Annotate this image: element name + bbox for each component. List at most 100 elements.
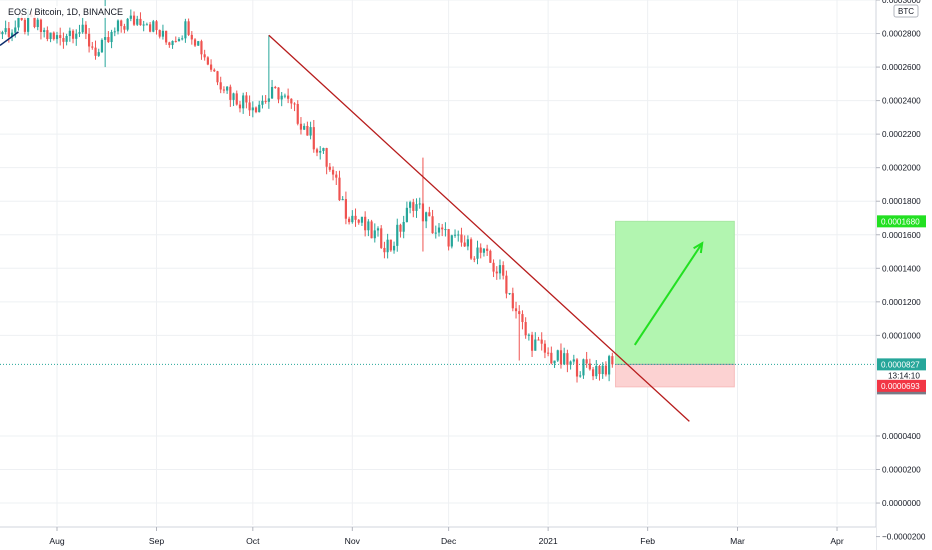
candle-body: [91, 46, 94, 48]
price-tick-label: 0.0001000: [882, 331, 921, 340]
candle-body: [524, 322, 527, 336]
candle-body: [534, 339, 537, 351]
price-badge-bg-target: [877, 215, 926, 228]
candle-body: [611, 356, 614, 365]
candle-body: [49, 32, 52, 40]
candle: [402, 215, 405, 239]
price-axis-bg: [876, 0, 932, 550]
candle-body: [1, 32, 4, 35]
candle: [280, 92, 283, 107]
candle-body: [120, 20, 123, 27]
candle: [354, 208, 357, 227]
time-tick-label: Feb: [640, 536, 655, 546]
candle-body: [206, 57, 209, 65]
candle: [364, 211, 367, 237]
candle: [94, 40, 97, 60]
candle: [165, 30, 168, 45]
candle-body: [441, 227, 444, 230]
candle-body: [460, 234, 463, 243]
candle: [261, 95, 264, 109]
candle: [248, 95, 251, 116]
candle-body: [547, 352, 550, 354]
candle-body: [431, 216, 434, 234]
candle: [1, 30, 4, 40]
candle-body: [161, 30, 165, 37]
candle: [84, 21, 87, 40]
candle: [46, 26, 49, 42]
candle: [482, 248, 486, 257]
candle: [88, 28, 91, 53]
candle: [348, 216, 351, 225]
candle-body: [537, 339, 540, 341]
candle: [437, 223, 441, 237]
candle-body: [450, 235, 453, 247]
time-tick-label: Sep: [149, 536, 165, 546]
candle-body: [4, 28, 7, 33]
candle-body: [158, 30, 161, 37]
candles: [0, 0, 614, 383]
price-badge-label-stop: 0.0000693: [881, 382, 920, 391]
candle: [598, 364, 601, 381]
candle-body: [123, 26, 126, 30]
candle-body: [193, 39, 197, 46]
candle: [360, 216, 364, 226]
candle: [380, 225, 383, 250]
candle: [569, 360, 572, 370]
candle: [556, 349, 559, 362]
candle-body: [20, 17, 23, 20]
candle-body: [100, 39, 104, 53]
candle-body: [370, 221, 373, 239]
candle: [492, 259, 495, 278]
currency-button-box: [893, 4, 919, 18]
candle-body: [293, 103, 296, 105]
price-tick-label: −0.0000200: [882, 533, 926, 542]
candle: [595, 360, 598, 379]
candle: [68, 27, 71, 42]
price-tick-label: 0.0000000: [882, 499, 921, 508]
profit-zone: [615, 220, 735, 365]
candle: [65, 33, 68, 46]
candle: [283, 93, 287, 99]
time-tick-label: Oct: [246, 536, 260, 546]
candle-body: [415, 204, 418, 211]
candle-body: [463, 242, 466, 247]
candle-body: [248, 102, 251, 111]
candle: [123, 23, 126, 34]
candle-body: [171, 40, 174, 46]
candle: [530, 331, 534, 357]
candle-body: [360, 216, 364, 223]
candle: [591, 366, 595, 381]
price-badge-stop: 0.0000693: [877, 379, 926, 392]
time-tick-label: 2021: [539, 536, 558, 546]
candle: [136, 15, 139, 27]
candle-body: [10, 32, 14, 37]
candle-body: [530, 334, 534, 351]
candle-body: [7, 28, 10, 37]
candle-body: [187, 21, 190, 35]
candle: [242, 92, 245, 114]
candle: [251, 101, 254, 118]
candle: [296, 100, 299, 126]
currency-button[interactable]: BTC: [893, 4, 919, 18]
candle: [389, 239, 392, 252]
candle: [171, 40, 174, 49]
price-tick-label: 0.0000400: [882, 432, 921, 441]
candle: [386, 233, 389, 259]
candle-body: [608, 356, 611, 375]
candle-body: [129, 15, 132, 19]
candle: [209, 59, 213, 72]
candle-body: [113, 31, 116, 33]
candle-body: [209, 64, 213, 70]
candle-body: [585, 359, 588, 364]
candle: [155, 19, 158, 35]
candle: [235, 90, 238, 106]
candle: [4, 20, 7, 35]
candle: [120, 19, 123, 33]
candle-body: [328, 166, 331, 170]
candle-body: [604, 365, 608, 375]
candle-body: [598, 366, 601, 375]
price-badge-sub-bg: [877, 370, 926, 381]
candle-body: [373, 230, 376, 239]
